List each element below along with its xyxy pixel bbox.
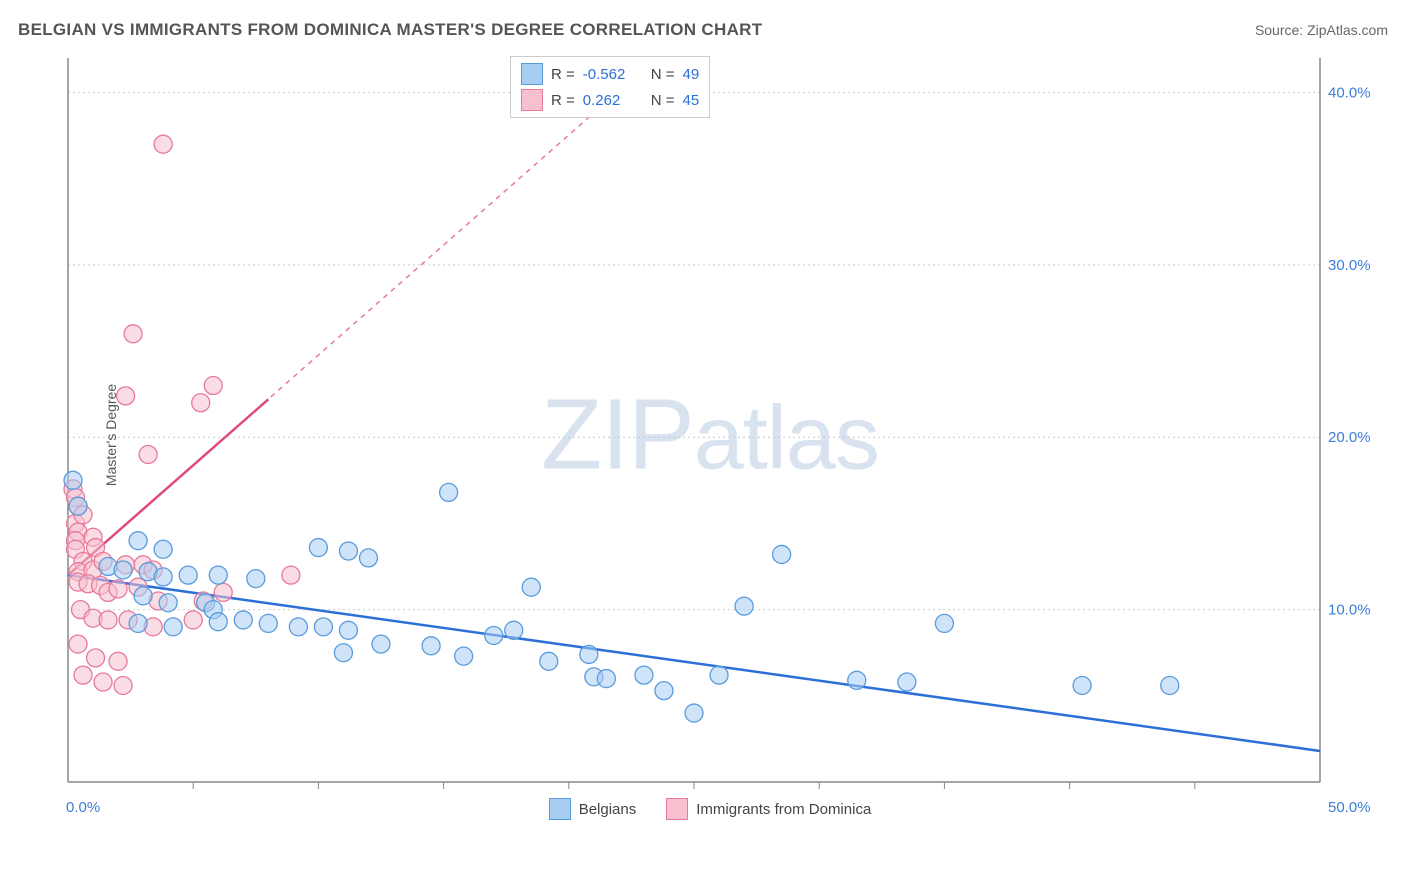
- belgians-point: [114, 561, 132, 579]
- belgians-point: [422, 637, 440, 655]
- y-tick-label: 30.0%: [1328, 257, 1370, 274]
- chart-title: BELGIAN VS IMMIGRANTS FROM DOMINICA MAST…: [18, 20, 762, 40]
- belgians-point: [1161, 676, 1179, 694]
- belgians-point: [359, 549, 377, 567]
- belgians-point: [159, 594, 177, 612]
- belgians-trend-line: [68, 575, 1320, 751]
- dominica-point: [114, 676, 132, 694]
- belgians-point: [234, 611, 252, 629]
- legend-swatch: [666, 798, 688, 820]
- r-label: R =: [551, 66, 575, 83]
- belgians-point: [339, 621, 357, 639]
- belgians-point: [164, 618, 182, 636]
- belgians-point: [129, 614, 147, 632]
- legend-swatch: [549, 798, 571, 820]
- belgians-point: [1073, 676, 1091, 694]
- series-legend: Belgians Immigrants from Dominica: [50, 798, 1370, 820]
- dominica-point: [74, 666, 92, 684]
- dominica-point: [204, 377, 222, 395]
- belgians-point: [339, 542, 357, 560]
- y-tick-label: 10.0%: [1328, 602, 1370, 619]
- dominica-point: [214, 583, 232, 601]
- dominica-point: [99, 611, 117, 629]
- legend-row: R = -0.562 N = 49: [521, 61, 699, 87]
- legend-swatch: [521, 63, 543, 85]
- dominica-point: [117, 387, 135, 405]
- belgians-point: [154, 540, 172, 558]
- belgians-point: [64, 471, 82, 489]
- belgians-point: [209, 566, 227, 584]
- r-value: 0.262: [583, 92, 643, 109]
- belgians-point: [69, 497, 87, 515]
- belgians-point: [848, 671, 866, 689]
- belgians-point: [635, 666, 653, 684]
- n-value: 45: [683, 92, 700, 109]
- n-label: N =: [651, 92, 675, 109]
- source-attribution: Source: ZipAtlas.com: [1255, 22, 1388, 38]
- scatter-plot-svg: 10.0%20.0%30.0%40.0%0.0%50.0%: [50, 50, 1370, 820]
- y-axis-label: Master's Degree: [103, 384, 119, 486]
- belgians-point: [314, 618, 332, 636]
- dominica-point: [69, 635, 87, 653]
- dominica-point: [87, 649, 105, 667]
- y-tick-label: 40.0%: [1328, 84, 1370, 101]
- n-value: 49: [683, 66, 700, 83]
- dominica-point: [109, 580, 127, 598]
- belgians-point: [710, 666, 728, 684]
- belgians-point: [522, 578, 540, 596]
- belgians-point: [334, 644, 352, 662]
- legend-item: Belgians: [549, 798, 637, 820]
- belgians-point: [209, 613, 227, 631]
- belgians-point: [580, 645, 598, 663]
- legend-item: Immigrants from Dominica: [666, 798, 871, 820]
- dominica-point: [184, 611, 202, 629]
- belgians-point: [540, 652, 558, 670]
- dominica-point: [139, 445, 157, 463]
- belgians-point: [773, 545, 791, 563]
- dominica-point: [109, 652, 127, 670]
- belgians-point: [685, 704, 703, 722]
- belgians-point: [935, 614, 953, 632]
- belgians-point: [247, 570, 265, 588]
- y-tick-label: 20.0%: [1328, 429, 1370, 446]
- belgians-point: [129, 532, 147, 550]
- legend-row: R = 0.262 N = 45: [521, 87, 699, 113]
- dominica-point: [282, 566, 300, 584]
- belgians-point: [597, 670, 615, 688]
- belgians-point: [505, 621, 523, 639]
- belgians-point: [259, 614, 277, 632]
- chart-area: Master's Degree ZIPatlas 10.0%20.0%30.0%…: [50, 50, 1370, 820]
- belgians-point: [655, 682, 673, 700]
- belgians-point: [440, 483, 458, 501]
- legend-label: Belgians: [579, 801, 637, 818]
- belgians-point: [485, 626, 503, 644]
- belgians-point: [154, 568, 172, 586]
- belgians-point: [289, 618, 307, 636]
- dominica-point: [124, 325, 142, 343]
- belgians-point: [179, 566, 197, 584]
- belgians-point: [898, 673, 916, 691]
- r-value: -0.562: [583, 66, 643, 83]
- dominica-point: [94, 673, 112, 691]
- belgians-point: [735, 597, 753, 615]
- n-label: N =: [651, 66, 675, 83]
- belgians-point: [309, 539, 327, 557]
- belgians-point: [134, 587, 152, 605]
- dominica-point: [192, 394, 210, 412]
- belgians-point: [455, 647, 473, 665]
- legend-swatch: [521, 89, 543, 111]
- legend-label: Immigrants from Dominica: [696, 801, 871, 818]
- r-label: R =: [551, 92, 575, 109]
- belgians-point: [372, 635, 390, 653]
- correlation-legend-box: R = -0.562 N = 49 R = 0.262 N = 45: [510, 56, 710, 118]
- dominica-point: [154, 135, 172, 153]
